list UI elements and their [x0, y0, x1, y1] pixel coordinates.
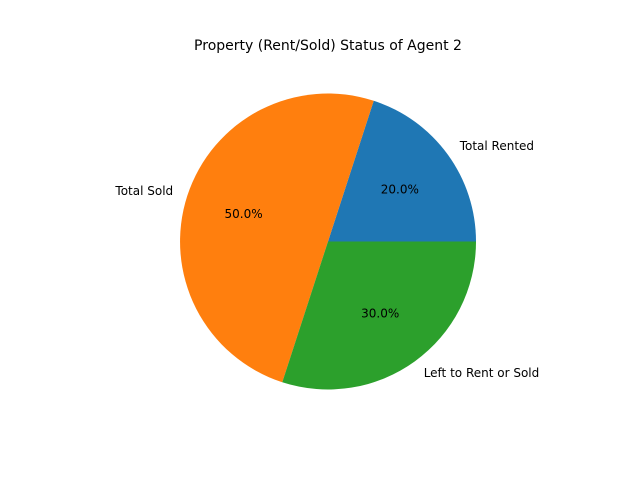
pie-slice-total-rented — [328, 100, 476, 242]
pie-labels: Total Rented 20.0% Total Sold 50.0% Left to … — [114, 139, 539, 380]
slice-percent-total-sold: 50.0% — [224, 207, 262, 221]
chart-title: Property (Rent/Sold) Status of Agent 2 — [194, 38, 462, 54]
slice-label-left-to-rent-or-sold: Left to Rent or Sold — [424, 366, 540, 380]
pie-slices — [180, 93, 476, 390]
slice-percent-total-rented: 20.0% — [381, 182, 419, 196]
pie-slice-total-sold — [180, 93, 374, 383]
slice-percent-left-to-rent-or-sold: 30.0% — [361, 306, 399, 320]
slice-label-total-rented: Total Rented — [459, 139, 534, 153]
pie-slice-left-to-rent-or-sold — [282, 241, 476, 390]
slice-label-total-sold: Total Sold — [114, 184, 173, 198]
